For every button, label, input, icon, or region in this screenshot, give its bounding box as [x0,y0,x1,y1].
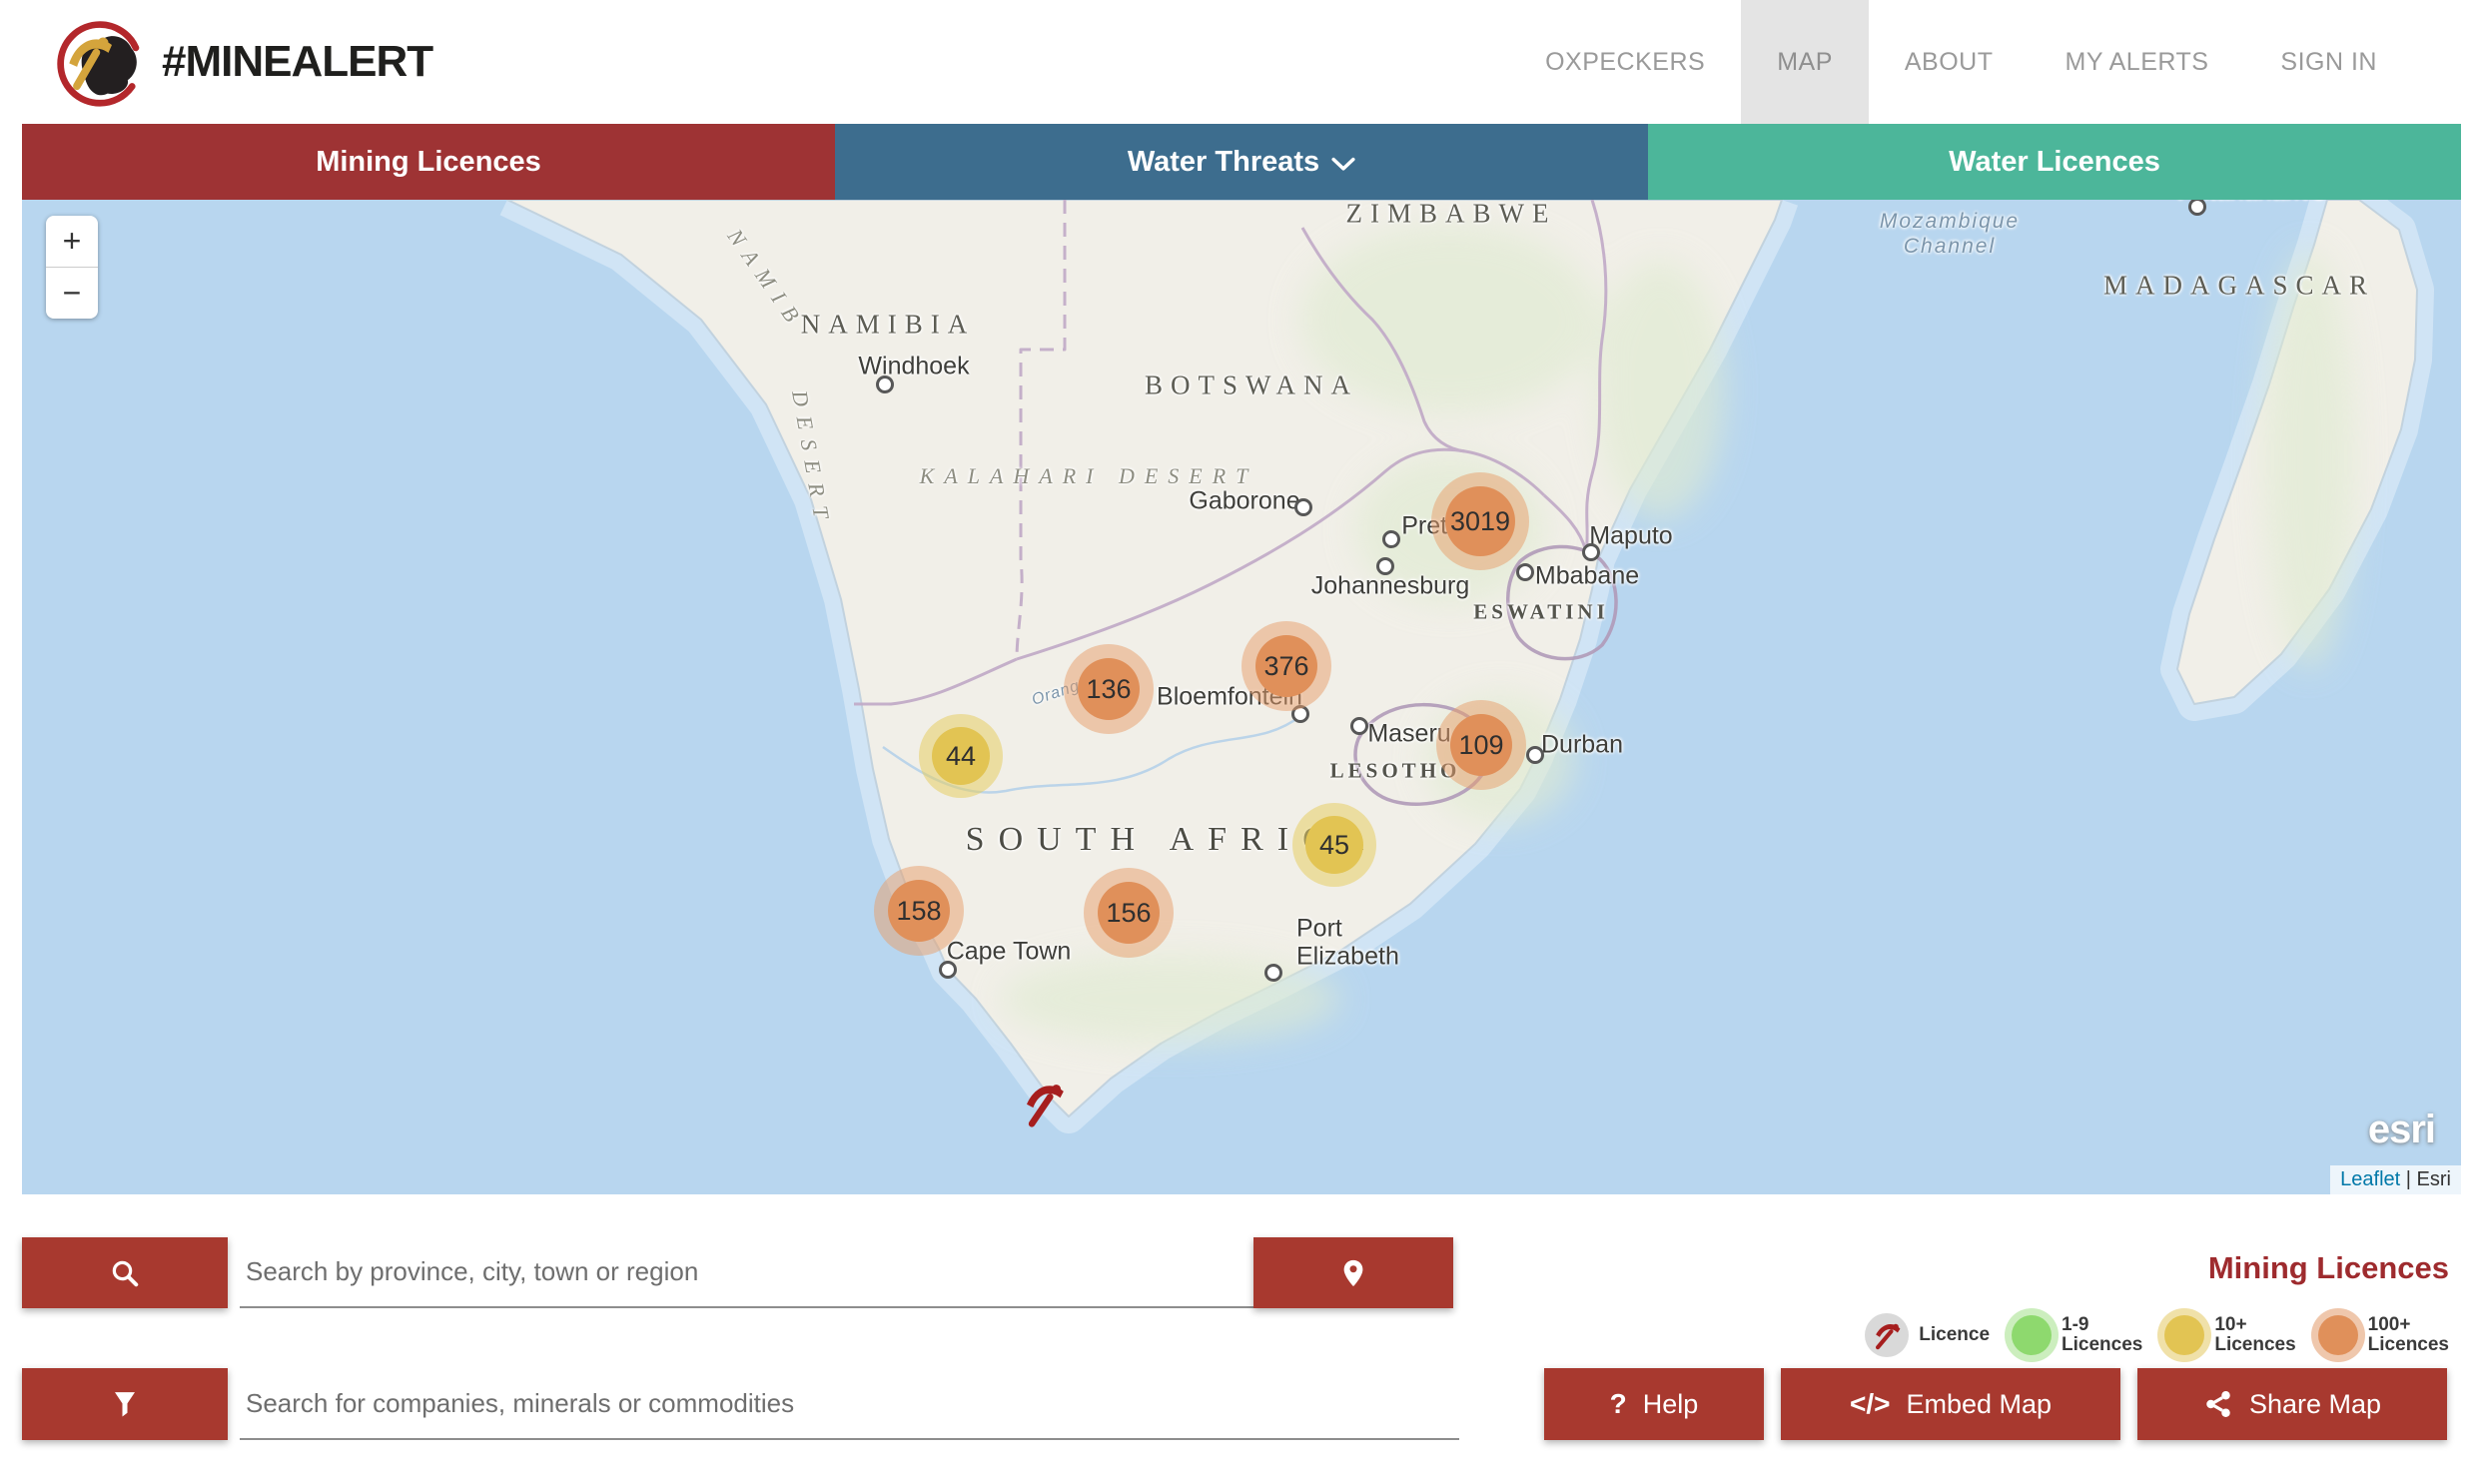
company-filter-button[interactable] [22,1368,228,1440]
action-label: Share Map [2248,1388,2382,1419]
pickaxe-icon [1017,1077,1072,1131]
esri-watermark: esri [2367,1108,2436,1151]
city-dot-maseru [1350,717,1368,735]
city-dot-johannesburg [1376,557,1394,575]
brand-name: #MINEALERT [162,37,433,86]
cluster-marker-45[interactable]: 45 [1305,816,1363,874]
legend-item-100-licences: 100+ Licences [2317,1314,2449,1355]
city-dot-mbabane [1516,563,1534,581]
pickaxe-icon [1871,1319,1903,1351]
layer-tabs: Mining Licences Water Threats Water Licenc… [22,124,2461,200]
licence-marker[interactable] [1017,1077,1072,1131]
legend-label: 10+ Licences [2214,1314,2296,1355]
zoom-out-button[interactable]: − [62,275,82,311]
share-map-button[interactable]: Share Map [2137,1368,2447,1440]
cluster-marker-3019[interactable]: 3019 [1445,486,1515,556]
embed-map-button[interactable]: </> Embed Map [1781,1368,2120,1440]
region-search-input[interactable] [240,1237,1256,1308]
code-icon: </> [1849,1388,1891,1419]
city-dot-pretoria [1382,530,1400,548]
city-dot-bloemfontein [1291,705,1309,723]
location-pin-icon [1343,1259,1363,1286]
city-dot-gaborone [1294,498,1312,516]
tab-label: Water Licences [1949,145,2160,178]
city-dot-port-elizabeth [1264,964,1282,982]
cluster-marker-109[interactable]: 109 [1450,714,1512,776]
legend-title: Mining Licences [2207,1250,2449,1285]
zoom-control: + − [46,216,98,319]
map-canvas[interactable]: NAMIBIA BOTSWANA ZIMBABWE SOUTH AFRICA MADAG… [22,200,2461,1194]
legend-licence-swatch [1865,1313,1910,1357]
esri-attribution: Esri [2416,1168,2451,1190]
nav-item-map[interactable]: MAP [1741,0,1869,124]
search-icon [112,1260,139,1286]
city-dot-durban [1526,746,1544,764]
main-nav: OXPECKERS MAP ABOUT MY ALERTS SIGN IN [1509,0,2413,124]
action-label: Help [1642,1388,1699,1419]
question-icon: ? [1609,1388,1627,1419]
tab-mining-licences[interactable]: Mining Licences [22,124,835,200]
legend-label: Licence [1919,1324,1991,1346]
locate-button[interactable] [1253,1237,1453,1308]
help-button[interactable]: ? Help [1544,1368,1764,1440]
basemap [22,200,2461,1194]
cluster-marker-158[interactable]: 158 [888,880,950,942]
legend-swatch-orange [2317,1315,2358,1355]
tab-label: Mining Licences [316,145,541,178]
filter-icon [115,1392,135,1417]
nav-item-oxpeckers[interactable]: OXPECKERS [1545,47,1706,76]
legend-label: 100+ Licences [2367,1314,2449,1355]
tab-label: Water Threats [1127,145,1320,178]
tab-water-licences[interactable]: Water Licences [1648,124,2461,200]
nav-item-sign-in[interactable]: SIGN IN [2280,47,2377,76]
chevron-down-icon [1331,157,1355,171]
brand[interactable]: #MINEALERT [52,12,433,112]
minealert-logo-icon [57,21,143,107]
city-dot-windhoek [876,375,894,393]
cluster-marker-376[interactable]: 376 [1255,635,1317,697]
cluster-marker-44[interactable]: 44 [932,727,990,785]
header: #MINEALERT OXPECKERS MAP ABOUT MY ALERTS SIG… [0,0,2483,124]
legend-item-1-9-licences: 1-9 Licences [2012,1315,2142,1355]
action-label: Embed Map [1906,1388,2053,1419]
legend: Licence 1-9 Licences 10+ Licences 100+ Licence… [1865,1300,2449,1370]
city-dot-antananarivo [2188,200,2206,216]
share-icon [2206,1391,2230,1417]
cluster-marker-156[interactable]: 156 [1098,882,1160,944]
nav-item-my-alerts[interactable]: MY ALERTS [2065,47,2209,76]
legend-item-licence: Licence [1865,1313,1990,1357]
legend-swatch-green [2012,1315,2053,1355]
legend-label: 1-9 Licences [2062,1314,2143,1355]
region-search-button[interactable] [22,1237,228,1308]
attribution-separator: | [2405,1168,2411,1190]
city-dot-cape-town [939,961,957,979]
zoom-in-button[interactable]: + [46,216,98,268]
tab-water-threats[interactable]: Water Threats [835,124,1648,200]
city-dot-maputo [1582,543,1600,561]
action-buttons: ? Help </> Embed Map Share Map [1544,1368,2447,1440]
map-attribution: Leaflet | Esri [2330,1165,2461,1194]
company-search-input[interactable] [240,1368,1459,1440]
leaflet-link[interactable]: Leaflet [2340,1168,2401,1190]
cluster-marker-136[interactable]: 136 [1078,658,1140,720]
legend-swatch-yellow [2164,1315,2205,1355]
legend-item-10-licences: 10+ Licences [2164,1314,2296,1355]
nav-item-about[interactable]: ABOUT [1904,47,1994,76]
